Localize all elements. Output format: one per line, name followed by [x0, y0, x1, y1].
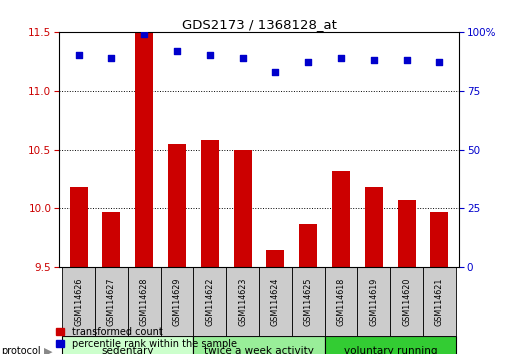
Text: GSM114624: GSM114624 [271, 278, 280, 326]
Text: ▶: ▶ [44, 346, 52, 354]
Point [304, 59, 312, 65]
Bar [62, 336, 193, 354]
Bar [398, 200, 416, 267]
Point [370, 57, 378, 63]
Legend: transformed count, percentile rank within the sample: transformed count, percentile rank withi… [56, 327, 236, 349]
Bar [168, 144, 186, 267]
Text: GSM114620: GSM114620 [402, 278, 411, 326]
Bar [299, 224, 317, 267]
Bar [62, 267, 95, 336]
Bar [266, 250, 285, 267]
Point [173, 48, 181, 53]
Bar [135, 32, 153, 267]
Bar [128, 267, 161, 336]
Bar [332, 171, 350, 267]
Bar [390, 267, 423, 336]
Point [239, 55, 247, 61]
Text: twice a week activity: twice a week activity [204, 346, 314, 354]
Bar [95, 267, 128, 336]
Text: GSM114619: GSM114619 [369, 278, 379, 326]
Text: GSM114626: GSM114626 [74, 278, 83, 326]
Text: GSM114623: GSM114623 [238, 278, 247, 326]
Bar [358, 267, 390, 336]
Bar [430, 212, 448, 267]
Bar [193, 336, 325, 354]
Bar [161, 267, 193, 336]
Text: protocol: protocol [2, 346, 41, 354]
Text: GSM114621: GSM114621 [435, 278, 444, 326]
Bar [259, 267, 292, 336]
Bar [103, 212, 121, 267]
Text: GSM114618: GSM114618 [337, 278, 346, 326]
Bar [325, 267, 358, 336]
Bar [193, 267, 226, 336]
Bar [423, 267, 456, 336]
Text: GSM114628: GSM114628 [140, 278, 149, 326]
Bar [70, 187, 88, 267]
Bar [365, 187, 383, 267]
Bar [292, 267, 325, 336]
Text: voluntary running: voluntary running [344, 346, 437, 354]
Bar [201, 140, 219, 267]
Title: GDS2173 / 1368128_at: GDS2173 / 1368128_at [182, 18, 337, 31]
Text: GSM114627: GSM114627 [107, 278, 116, 326]
Bar [226, 267, 259, 336]
Text: sedentary: sedentary [102, 346, 154, 354]
Point [403, 57, 411, 63]
Text: GSM114629: GSM114629 [172, 278, 182, 326]
Point [436, 59, 444, 65]
Point [337, 55, 345, 61]
Point [74, 53, 83, 58]
Point [140, 32, 148, 37]
Text: GSM114622: GSM114622 [205, 278, 214, 326]
Point [206, 53, 214, 58]
Bar [325, 336, 456, 354]
Point [107, 55, 115, 61]
Text: GSM114625: GSM114625 [304, 278, 313, 326]
Bar [233, 149, 252, 267]
Point [271, 69, 280, 75]
